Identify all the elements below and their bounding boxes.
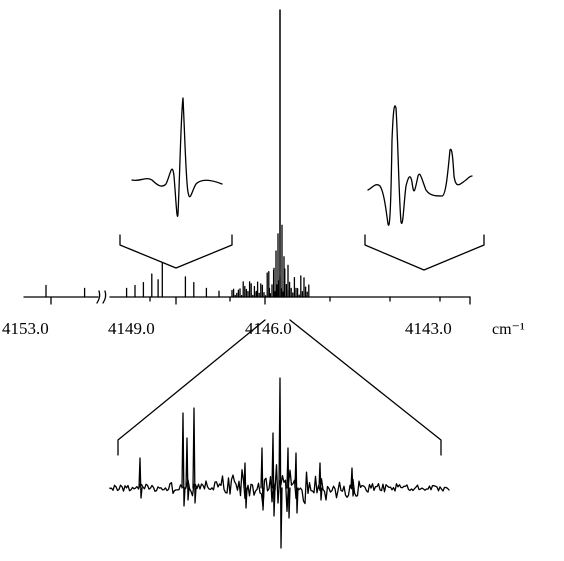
inset-bottom-trace xyxy=(109,464,450,513)
inset-bottom-spike xyxy=(192,407,197,504)
inset-left-trace xyxy=(131,97,223,217)
axis-unit-label: cm⁻¹ xyxy=(492,321,525,338)
inset-bottom-spike xyxy=(260,447,265,511)
inset-bottom-bracket-left xyxy=(117,319,266,456)
inset-bottom-expanded-spectrum xyxy=(109,319,450,549)
inset-bottom-spike xyxy=(286,447,291,519)
axis-break-mark-2 xyxy=(102,290,107,304)
inset-bottom-spike xyxy=(278,377,283,549)
inset-bottom-spike xyxy=(138,457,143,499)
inset-left-derivative xyxy=(119,97,233,269)
main-spectrum xyxy=(45,9,310,298)
axis-break-mark-1 xyxy=(96,290,101,304)
inset-bottom-spike xyxy=(350,467,355,497)
inset-bottom-spike xyxy=(318,462,323,501)
inset-left-bracket xyxy=(119,234,233,269)
inset-right-bracket xyxy=(364,234,485,271)
inset-right-derivative xyxy=(364,105,485,271)
tick-label-4153: 4153.0 xyxy=(2,319,49,338)
inset-bottom-bracket-right xyxy=(289,319,442,456)
inset-bottom-spike xyxy=(243,462,248,509)
tick-label-4149: 4149.0 xyxy=(108,319,155,338)
tick-label-4146: 4146.0 xyxy=(245,319,292,338)
tick-labels: 4153.0 4149.0 4146.0 4143.0 cm⁻¹ xyxy=(2,319,525,338)
inset-bottom-spike xyxy=(271,432,276,517)
tick-label-4143: 4143.0 xyxy=(405,319,452,338)
inset-bottom-spike xyxy=(294,452,299,514)
inset-bottom-spike xyxy=(181,412,186,507)
inset-bottom-spike xyxy=(185,437,190,501)
inset-right-trace xyxy=(367,105,473,226)
